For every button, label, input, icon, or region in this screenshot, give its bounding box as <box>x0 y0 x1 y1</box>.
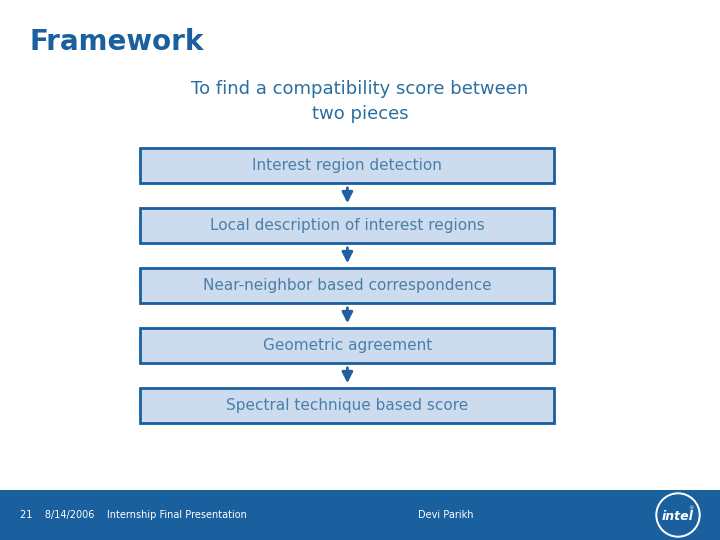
Text: Geometric agreement: Geometric agreement <box>263 338 432 353</box>
Circle shape <box>656 493 700 537</box>
Text: intel: intel <box>662 510 694 523</box>
Circle shape <box>658 495 698 535</box>
Text: ®: ® <box>688 507 694 511</box>
Text: Local description of interest regions: Local description of interest regions <box>210 218 485 233</box>
FancyBboxPatch shape <box>140 388 554 423</box>
FancyBboxPatch shape <box>140 148 554 183</box>
FancyBboxPatch shape <box>140 268 554 303</box>
Text: Spectral technique based score: Spectral technique based score <box>226 398 469 413</box>
Bar <box>0 490 720 540</box>
FancyBboxPatch shape <box>140 208 554 243</box>
Text: Framework: Framework <box>30 28 204 56</box>
Text: Interest region detection: Interest region detection <box>253 158 442 173</box>
Text: Near-neighbor based correspondence: Near-neighbor based correspondence <box>203 278 492 293</box>
Text: Devi Parikh: Devi Parikh <box>418 510 473 520</box>
Text: 21    8/14/2006    Internship Final Presentation: 21 8/14/2006 Internship Final Presentati… <box>20 510 247 520</box>
Text: To find a compatibility score between
two pieces: To find a compatibility score between tw… <box>192 80 528 123</box>
FancyBboxPatch shape <box>140 328 554 363</box>
